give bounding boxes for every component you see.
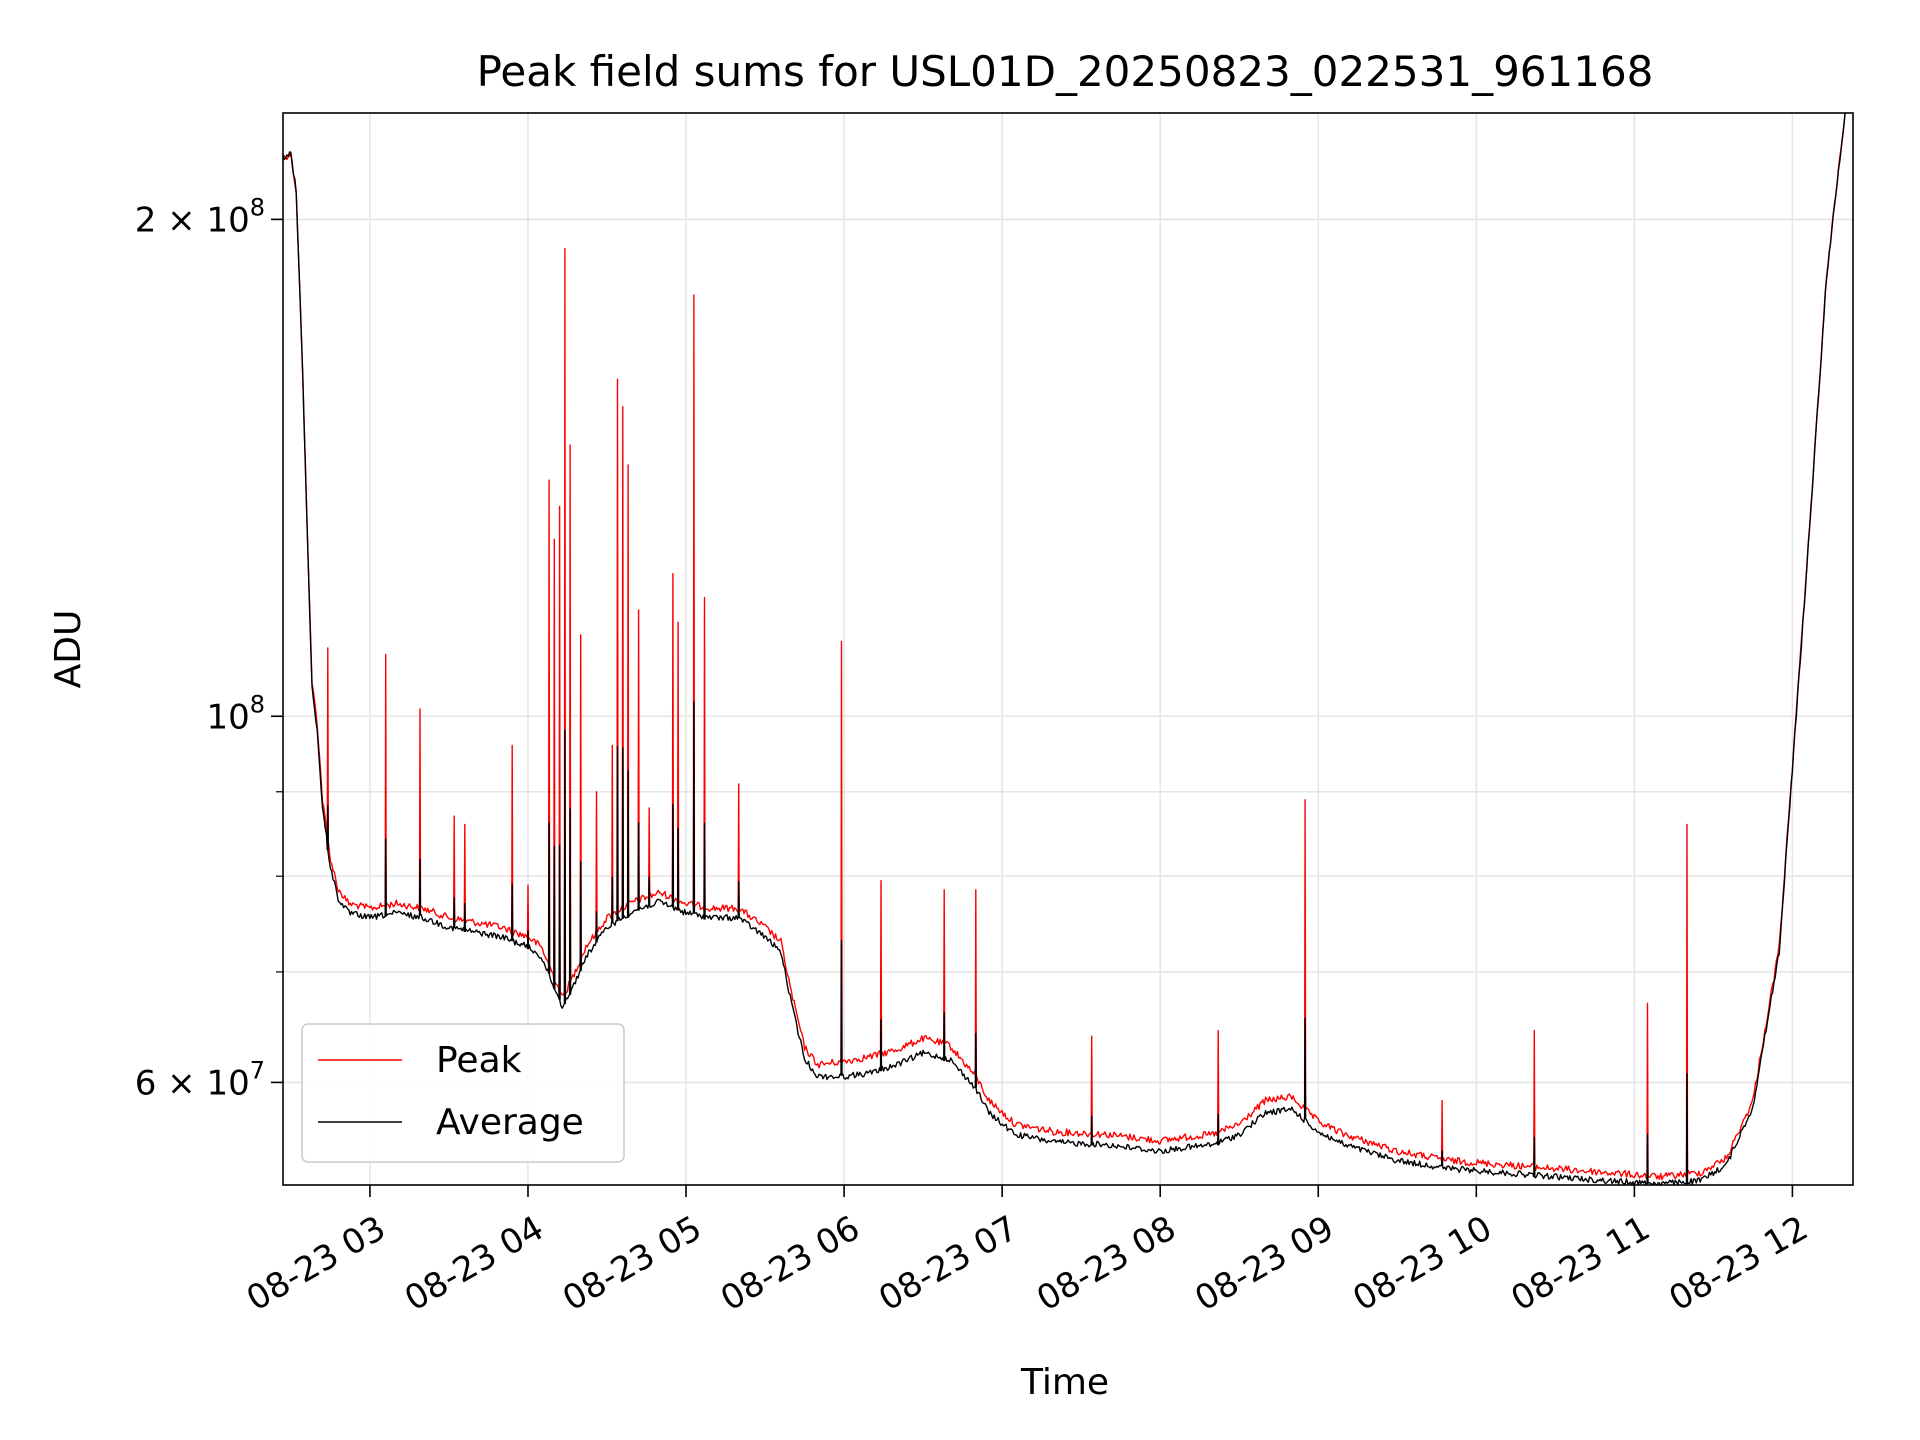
y-tick-label: 2 × 108 bbox=[135, 193, 265, 240]
y-tick-label: 6 × 107 bbox=[135, 1056, 265, 1103]
plot-frame bbox=[282, 112, 1854, 1186]
y-axis-ticks: 108 2 × 108 6 × 107 bbox=[135, 193, 283, 1103]
legend: Peak Average bbox=[301, 1023, 625, 1163]
x-axis-label: Time bbox=[1020, 1362, 1109, 1403]
chart-title: Peak field sums for USL01D_20250823_0225… bbox=[477, 47, 1654, 96]
legend-average-label: Average bbox=[436, 1102, 584, 1143]
average-series-line bbox=[283, 113, 1846, 1185]
y-axis-label: ADU bbox=[48, 610, 89, 689]
y-tick-label: 108 bbox=[206, 690, 265, 737]
series-layer bbox=[283, 113, 1846, 1185]
legend-peak-label: Peak bbox=[436, 1040, 522, 1081]
legend-box bbox=[301, 1023, 625, 1163]
peak-series-line bbox=[283, 113, 1846, 1181]
grid bbox=[283, 113, 1853, 1185]
